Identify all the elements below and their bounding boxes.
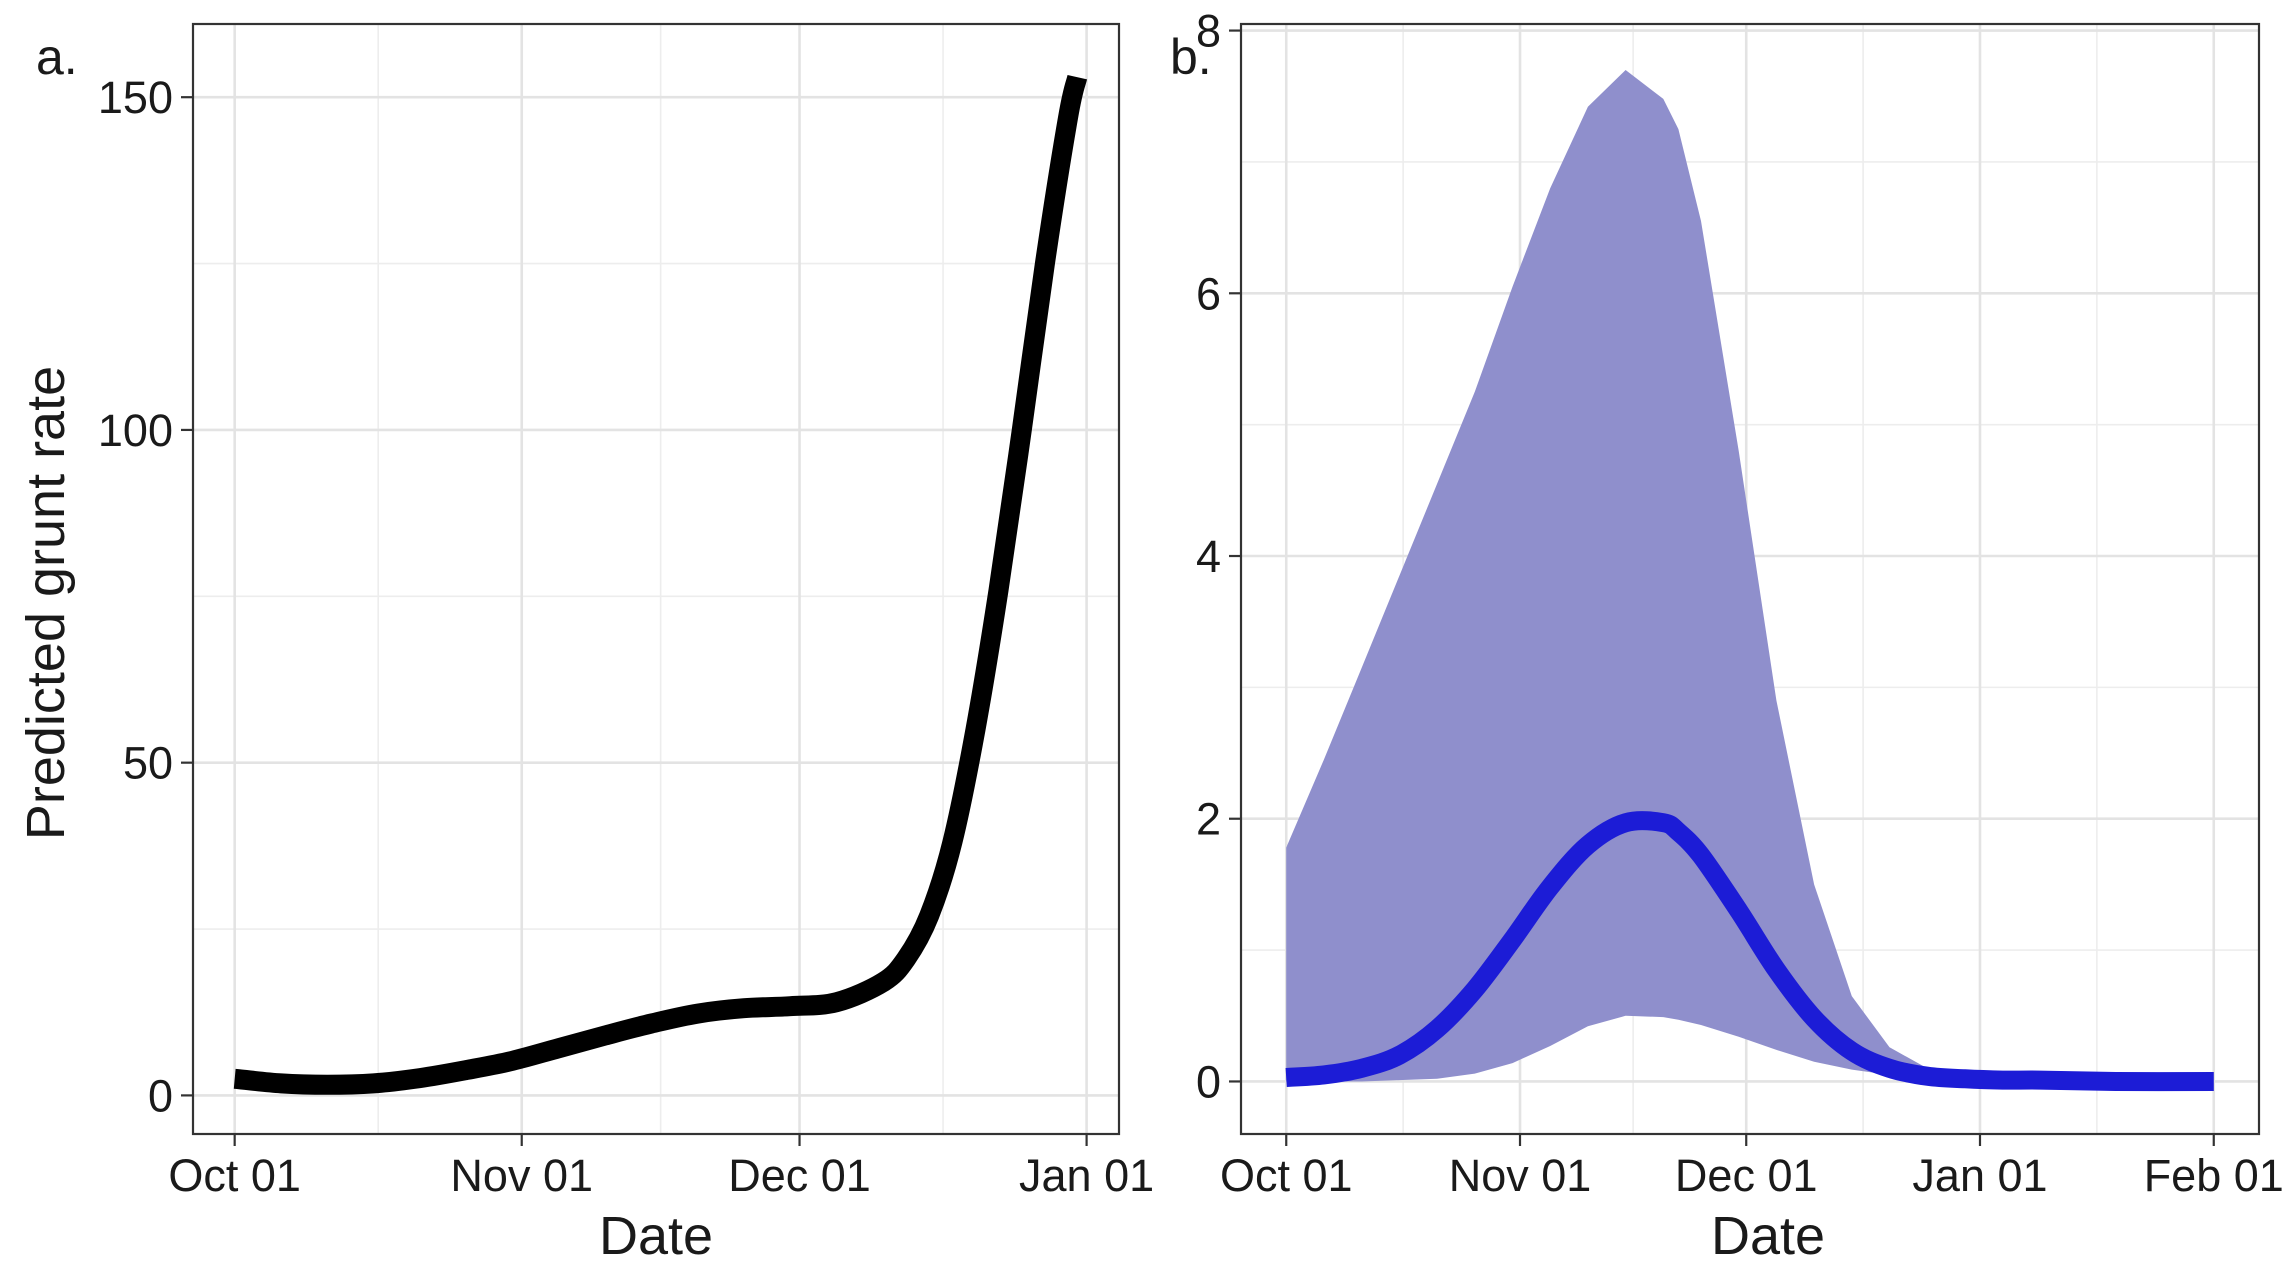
- panel-b-y-tick-label: 6: [1196, 268, 1221, 319]
- panel-b-y-tick-label: 0: [1196, 1056, 1221, 1107]
- panel-b-y-ticks: 0 2 4 6 8: [1196, 6, 1241, 1107]
- panel-a-x-axis-title: Date: [599, 1206, 713, 1266]
- panel-a-series-line-predicted: [233, 74, 1088, 1095]
- panel-a-x-tick-label: Jan 01: [1019, 1150, 1154, 1201]
- panel-a-gridlines: [193, 24, 1119, 1134]
- panel-a-y-tick-label: 150: [98, 72, 173, 123]
- panel-a-y-axis-title: Predicted grunt rate: [16, 366, 76, 840]
- panel-b-x-tick-label: Feb 01: [2144, 1150, 2284, 1201]
- panel-b-y-tick-label: 8: [1196, 6, 1221, 57]
- panel-a-plot-area: [193, 24, 1119, 1134]
- panel-a-x-tick-label: Dec 01: [728, 1150, 871, 1201]
- panel-b-frame: [1239, 22, 2261, 1136]
- panel-a-frame: [191, 22, 1121, 1136]
- panel-b-line-layer: [1285, 811, 2214, 1092]
- panel-b-series-line-predicted: [1285, 811, 2214, 1092]
- panel-a-y-tick-label: 50: [123, 738, 173, 789]
- panel-b-confidence-band: [1286, 70, 2214, 1082]
- panel-a-y-tick-label: 0: [148, 1070, 173, 1121]
- panel-b-x-tick-label: Nov 01: [1449, 1150, 1592, 1201]
- panel-b-label: b.: [1170, 29, 1212, 85]
- panel-b-band-layer: [1286, 70, 2214, 1082]
- panel-b-y-tick-label: 2: [1196, 794, 1221, 845]
- panel-b-x-tick-label: Dec 01: [1675, 1150, 1818, 1201]
- panel-a-label: a.: [36, 29, 78, 85]
- panel-a-x-tick-label: Nov 01: [450, 1150, 593, 1201]
- panel-a-y-ticks: 0 50 100 150: [98, 72, 193, 1121]
- panel-b-x-axis-title: Date: [1711, 1206, 1825, 1266]
- panel-b-x-ticks: Oct 01 Nov 01 Dec 01 Jan 01 Feb 01: [1220, 1134, 2284, 1201]
- panel-b: b. Oct 01 Nov 01 Dec 01 Jan 01 Feb 01 02468 …: [1170, 6, 2284, 1266]
- panel-a-x-tick-label: Oct 01: [168, 1150, 301, 1201]
- panel-b-y-tick-label: 4: [1196, 531, 1221, 582]
- panel-a: a. Oct 01 Nov 01 Dec 01 Jan 01 0 50 100 150 Da…: [16, 22, 1154, 1266]
- panel-a-line-layer: [233, 74, 1088, 1095]
- panel-b-x-tick-label: Jan 01: [1912, 1150, 2047, 1201]
- panel-a-x-ticks: Oct 01 Nov 01 Dec 01 Jan 01: [168, 1134, 1154, 1201]
- panel-a-y-tick-label: 100: [98, 405, 173, 456]
- panel-b-x-tick-label: Oct 01: [1220, 1150, 1353, 1201]
